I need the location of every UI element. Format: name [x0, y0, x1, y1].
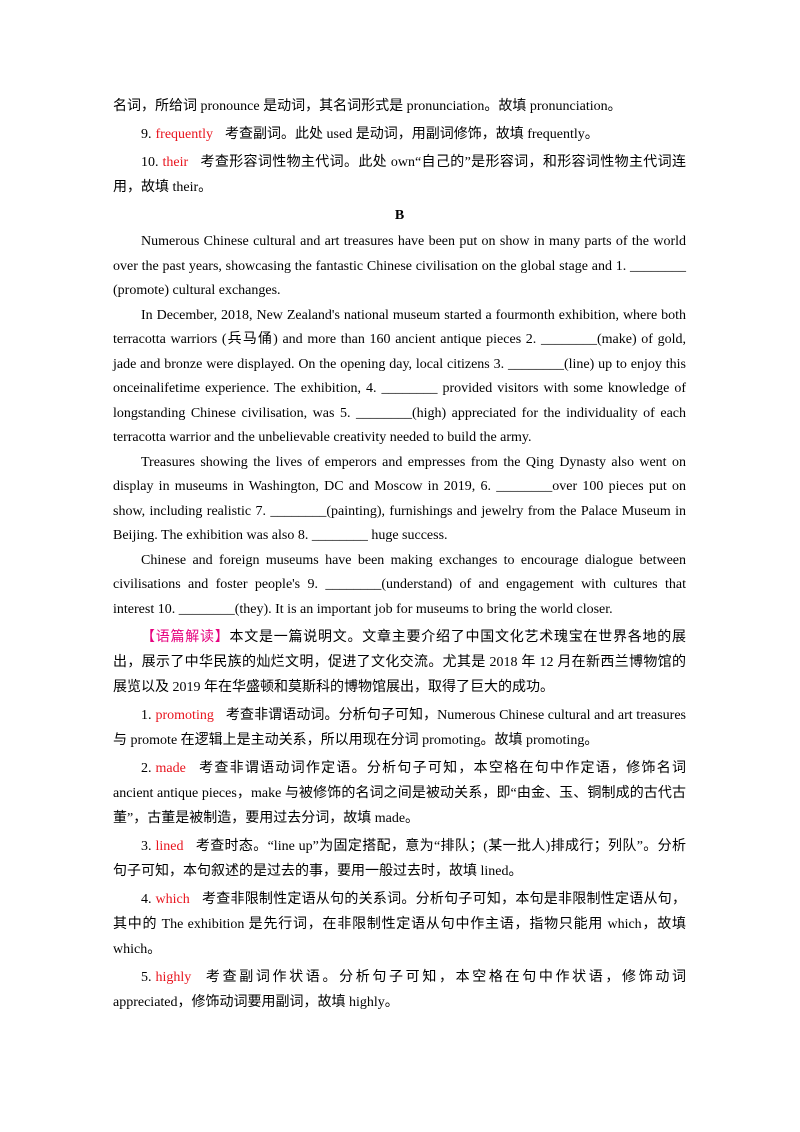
answer-item: 10. their 考查形容词性物主代词。此处 own“自己的”是形容词，和形容词性… — [113, 150, 686, 200]
passage-paragraph: Chinese and foreign museums have been ma… — [113, 552, 686, 617]
answer-explanation: 考查时态。“line up”为固定搭配，意为“排队；(某一批人)排成行；列队”。… — [113, 839, 686, 879]
answer-item: 2. made 考查非谓语动词作定语。分析句子可知，本空格在句中作定语，修饰名词 a… — [113, 756, 686, 831]
answer-word: frequently — [155, 127, 214, 142]
answer-number: 9. — [141, 127, 152, 142]
answer-word: their — [162, 155, 189, 170]
answer-explanation: 考查形容词性物主代词。此处 own“自己的”是形容词，和形容词性物主代词连用，故… — [113, 155, 686, 195]
answer-explanation: 考查副词作状语。分析句子可知，本空格在句中作状语，修饰动词 appreciate… — [113, 970, 686, 1010]
answer-explanation: 考查非谓语动词。分析句子可知，Numerous Chinese cultural… — [113, 708, 686, 748]
answer-number: 5. — [141, 970, 152, 985]
answer-word: promoting — [155, 708, 214, 723]
answer-word: which — [155, 892, 190, 907]
answer-word: made — [155, 761, 186, 776]
answer-explanation: 考查非谓语动词作定语。分析句子可知，本空格在句中作定语，修饰名词 ancient… — [113, 761, 686, 826]
answer-explanation: 考查非限制性定语从句的关系词。分析句子可知，本句是非限制性定语从句，其中的 Th… — [113, 892, 686, 957]
section-heading: B — [394, 208, 405, 223]
analysis: 【语篇解读】本文是一篇说明文。文章主要介绍了中国文化艺术瑰宝在世界各地的展出，展… — [113, 625, 686, 700]
document: 名词，所给词 pronounce 是动词，其名词形式是 pronunciatio… — [113, 94, 686, 1018]
answer-item: 9. frequently 考查副词。此处 used 是动词，用副词修饰，故填 fr… — [113, 122, 686, 147]
answer-item: 3. lined 考查时态。“line up”为固定搭配，意为“排队；(某一批人)排… — [113, 834, 686, 884]
answer-number: 10. — [141, 155, 159, 170]
analysis-label: 【语篇解读】 — [141, 630, 230, 645]
analysis-text: 本文是一篇说明文。文章主要介绍了中国文化艺术瑰宝在世界各地的展出，展示了中华民族… — [113, 630, 686, 695]
passage-paragraph: Treasures showing the lives of emperors … — [113, 454, 686, 544]
answer-item: 5. highly 考查副词作状语。分析句子可知，本空格在句中作状语，修饰动词 ap… — [113, 965, 686, 1015]
answer-word: lined — [155, 839, 184, 854]
paragraph: 名词，所给词 pronounce 是动词，其名词形式是 pronunciatio… — [113, 99, 622, 114]
answer-word: highly — [155, 970, 192, 985]
answer-number: 1. — [141, 708, 152, 723]
answer-item: 4. which 考查非限制性定语从句的关系词。分析句子可知，本句是非限制性定语从句… — [113, 887, 686, 962]
answer-explanation: 考查副词。此处 used 是动词，用副词修饰，故填 frequently。 — [225, 127, 599, 142]
answer-number: 3. — [141, 839, 152, 854]
answer-number: 4. — [141, 892, 152, 907]
passage-paragraph: In December, 2018, New Zealand's nationa… — [113, 307, 686, 446]
answer-number: 2. — [141, 761, 152, 776]
answer-item: 1. promoting 考查非谓语动词。分析句子可知，Numerous Chine… — [113, 703, 686, 753]
passage-paragraph: Numerous Chinese cultural and art treasu… — [113, 234, 686, 298]
